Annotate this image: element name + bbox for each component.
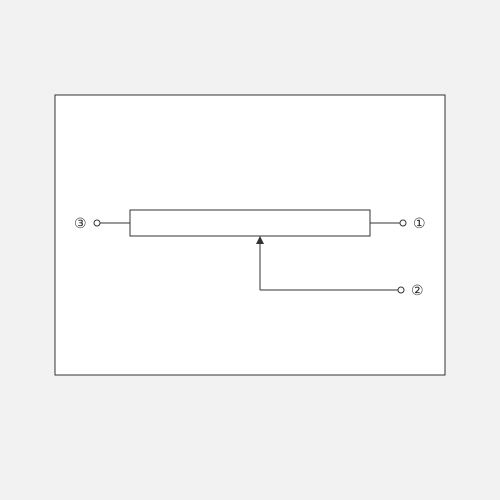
pin-label-1: ①	[413, 216, 426, 230]
diagram-stage: ① ② ③	[0, 0, 500, 500]
pin-label-3: ③	[74, 216, 87, 230]
pin-label-2: ②	[411, 283, 424, 297]
terminal-1	[400, 220, 406, 226]
terminal-3	[94, 220, 100, 226]
potentiometer-schematic	[0, 0, 500, 500]
terminal-2	[398, 287, 404, 293]
resistor-body	[130, 210, 370, 236]
